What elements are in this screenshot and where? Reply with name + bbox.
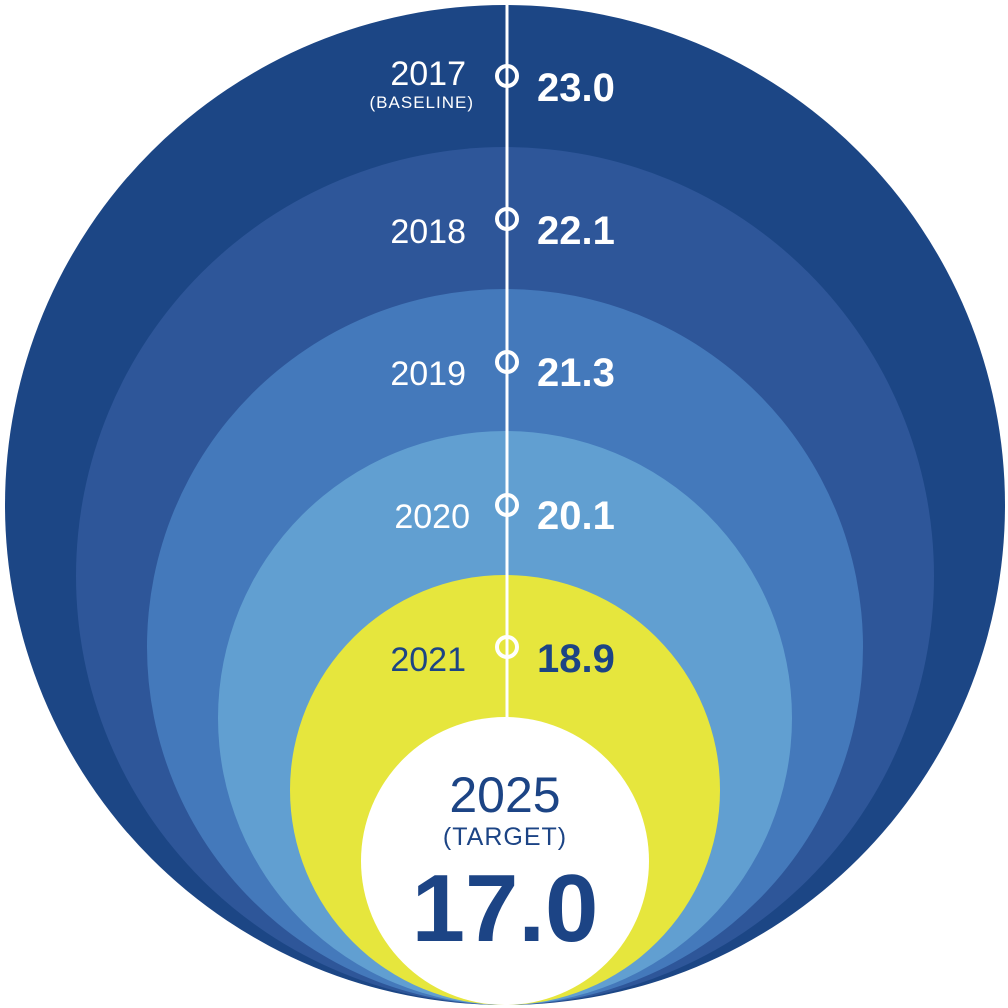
marker-2018 xyxy=(495,207,519,231)
circle-2025-target xyxy=(361,717,649,1005)
value-label-2020: 20.1 xyxy=(537,494,615,538)
marker-2021 xyxy=(495,635,519,659)
note-label-2017: (BASELINE) xyxy=(370,93,474,112)
year-label-2021: 2021 xyxy=(390,641,466,679)
marker-2017 xyxy=(495,64,519,88)
year-label-2017: 2017 xyxy=(390,55,466,93)
value-label-2017: 23.0 xyxy=(537,66,615,110)
target-year-label: 2025 xyxy=(449,767,560,823)
target-note-label: (TARGET) xyxy=(443,823,567,851)
year-label-2019: 2019 xyxy=(390,355,466,393)
target-value-label: 17.0 xyxy=(412,855,599,962)
value-label-2018: 22.1 xyxy=(537,209,615,253)
marker-2019 xyxy=(495,350,519,374)
value-label-2019: 21.3 xyxy=(537,351,615,395)
year-label-2018: 2018 xyxy=(390,213,466,251)
marker-2020 xyxy=(495,493,519,517)
value-label-2021: 18.9 xyxy=(537,637,615,681)
year-label-2020: 2020 xyxy=(394,498,470,536)
